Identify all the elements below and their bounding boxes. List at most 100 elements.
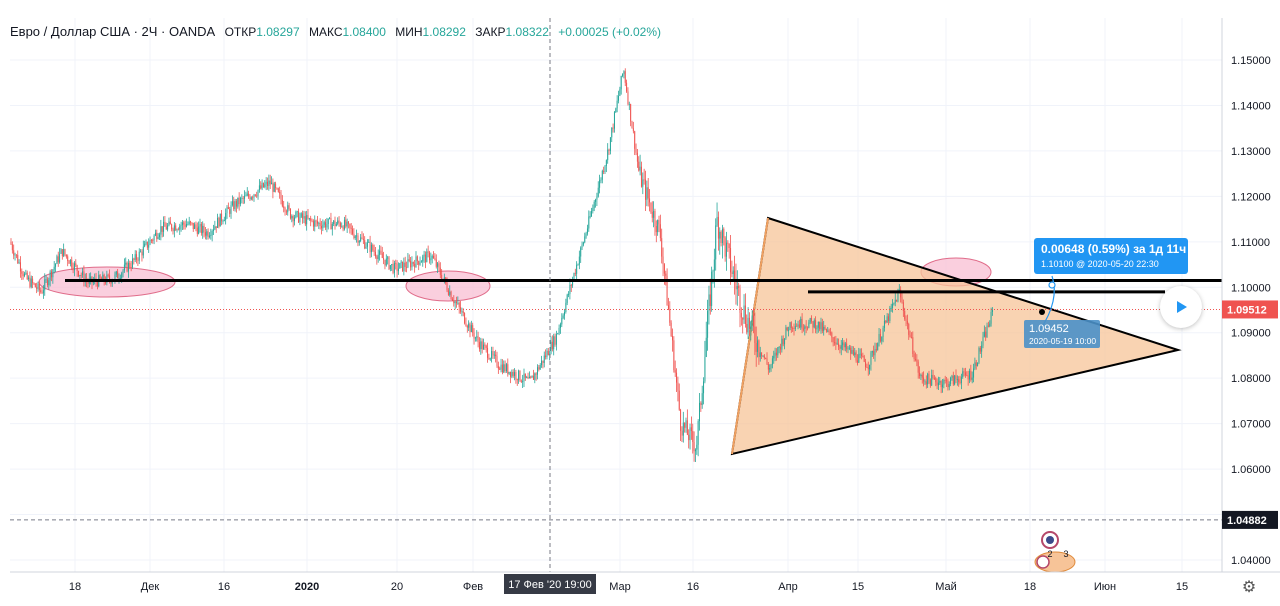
candle-body — [906, 320, 908, 324]
candle-body — [983, 331, 985, 337]
event-marker-small[interactable] — [1036, 555, 1050, 569]
candle-body — [951, 375, 953, 378]
candle-body — [757, 340, 759, 352]
candle-body — [246, 193, 248, 196]
candle-body — [277, 188, 279, 192]
candle-body — [561, 317, 563, 325]
candle-body — [183, 222, 185, 225]
candle-body — [505, 364, 507, 372]
candle-body — [484, 344, 486, 346]
candle-body — [60, 249, 62, 254]
candle-body — [222, 221, 224, 222]
candle-body — [470, 325, 472, 333]
point-label-line1: 1.09452 — [1029, 323, 1069, 335]
time-tick-label: 15 — [1176, 581, 1188, 593]
candle-body — [537, 367, 538, 375]
candle-body — [528, 376, 530, 379]
candle-body — [836, 343, 838, 345]
candle-body — [832, 337, 834, 343]
candle-body — [582, 242, 584, 245]
triangle-pattern[interactable] — [730, 216, 1182, 456]
candle-body — [642, 179, 644, 187]
candle-body — [192, 222, 194, 229]
candle-body — [22, 273, 24, 277]
candle-body — [497, 366, 499, 369]
candle-body — [461, 311, 463, 313]
candle-body — [759, 352, 761, 358]
candle-body — [612, 127, 614, 129]
candle-body — [303, 216, 305, 219]
candle-body — [530, 376, 532, 378]
candle-body — [356, 235, 358, 237]
candle-body — [623, 71, 625, 75]
price-tick-label: 1.09000 — [1231, 328, 1271, 340]
candle-body — [358, 240, 360, 243]
candle-body — [119, 278, 121, 279]
candle-body — [882, 327, 884, 338]
candle-body — [534, 373, 536, 380]
candle-body — [268, 180, 270, 186]
candle-body — [144, 243, 146, 247]
candle-body — [280, 193, 282, 200]
candle-body — [943, 380, 945, 385]
candle-body — [496, 356, 498, 367]
candle-body — [894, 299, 896, 303]
symbol-title[interactable]: Евро / Доллар США · 2Ч · OANDA — [10, 24, 216, 39]
candle-body — [516, 379, 518, 381]
gear-icon[interactable]: ⚙ — [1241, 579, 1257, 596]
candle-body — [771, 358, 773, 365]
candle-body — [504, 364, 506, 372]
candle-body — [250, 197, 252, 200]
candle-body — [107, 274, 109, 276]
replay-button[interactable] — [1160, 286, 1202, 328]
price-axis[interactable]: 1.15000 1.14000 1.13000 1.12000 1.11000 1.100… — [1221, 18, 1278, 572]
candle-body — [384, 259, 386, 266]
candle-body — [851, 350, 853, 354]
candle-body — [812, 321, 814, 328]
candle-body — [21, 271, 23, 274]
candle-body — [900, 289, 902, 298]
candle-body — [492, 351, 494, 356]
candle-body — [627, 91, 629, 104]
candle-body — [916, 359, 918, 362]
candle-body — [17, 254, 19, 263]
candle-body — [289, 208, 291, 219]
candle-body — [608, 149, 610, 151]
candle-body — [589, 216, 591, 217]
candle-body — [244, 195, 246, 199]
candle-body — [892, 303, 894, 308]
candle-body — [133, 258, 135, 260]
candle-body — [823, 326, 825, 331]
support-resistance-lines[interactable] — [65, 278, 1222, 294]
grid — [10, 18, 1222, 572]
candle-body — [726, 242, 727, 257]
candle-body — [615, 108, 617, 113]
candle-body — [700, 402, 702, 406]
candle-body — [275, 183, 277, 188]
candle-body — [708, 294, 710, 311]
candle-body — [349, 223, 351, 228]
point-label-box — [1024, 320, 1100, 348]
candle-body — [622, 74, 624, 76]
candle-body — [198, 226, 200, 234]
candle-body — [667, 305, 669, 310]
candle-body — [844, 343, 846, 348]
candle-body — [454, 301, 456, 304]
candle-body — [372, 244, 374, 251]
candle-body — [231, 201, 233, 206]
candle-body — [427, 251, 429, 253]
highlight-ellipse[interactable] — [405, 270, 491, 302]
candle-body — [388, 257, 390, 270]
candle-body — [25, 272, 27, 274]
time-tick-label: 15 — [852, 581, 864, 593]
candle-body — [874, 348, 876, 356]
candle-body — [325, 222, 327, 228]
candle-body — [584, 236, 586, 243]
candle-body — [676, 372, 678, 383]
candle-body — [203, 225, 205, 233]
candle-body — [67, 256, 69, 262]
candle-body — [407, 259, 409, 268]
